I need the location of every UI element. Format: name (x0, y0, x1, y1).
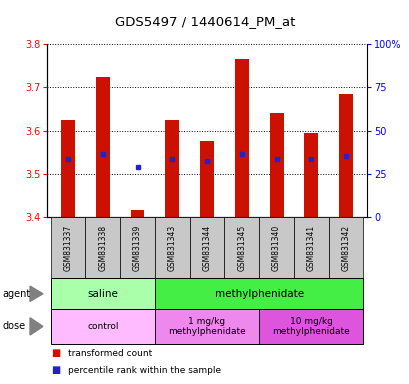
Text: 1 mg/kg
methylphenidate: 1 mg/kg methylphenidate (168, 317, 245, 336)
Bar (224, 217, 258, 278)
Text: GSM831345: GSM831345 (237, 225, 246, 271)
Text: GSM831342: GSM831342 (341, 225, 350, 271)
Text: 10 mg/kg
methylphenidate: 10 mg/kg methylphenidate (272, 317, 349, 336)
Text: GSM831338: GSM831338 (98, 225, 107, 271)
Bar (293, 217, 328, 278)
Bar (234, 59, 248, 217)
Text: GSM831343: GSM831343 (167, 225, 176, 271)
Text: transformed count: transformed count (67, 349, 151, 358)
Text: saline: saline (87, 289, 118, 299)
Bar (165, 120, 179, 217)
Bar (130, 210, 144, 217)
Polygon shape (30, 318, 43, 335)
Text: GSM831337: GSM831337 (63, 225, 72, 271)
Bar (50, 278, 155, 309)
Polygon shape (30, 286, 43, 301)
Bar (155, 217, 189, 278)
Text: GSM831341: GSM831341 (306, 225, 315, 271)
Bar (155, 309, 258, 344)
Bar (328, 217, 363, 278)
Bar (61, 120, 75, 217)
Text: GDS5497 / 1440614_PM_at: GDS5497 / 1440614_PM_at (115, 15, 294, 28)
Bar (303, 133, 317, 217)
Bar (120, 217, 155, 278)
Text: methylphenidate: methylphenidate (214, 289, 303, 299)
Bar (96, 76, 110, 217)
Bar (200, 141, 213, 217)
Bar (269, 113, 283, 217)
Bar (50, 309, 155, 344)
Text: GSM831344: GSM831344 (202, 225, 211, 271)
Text: GSM831340: GSM831340 (272, 225, 281, 271)
Bar (155, 278, 363, 309)
Text: ■: ■ (51, 348, 61, 359)
Bar (258, 309, 363, 344)
Bar (85, 217, 120, 278)
Text: agent: agent (2, 289, 30, 299)
Text: percentile rank within the sample: percentile rank within the sample (67, 366, 220, 375)
Bar (258, 217, 293, 278)
Text: dose: dose (2, 321, 25, 331)
Text: GSM831339: GSM831339 (133, 225, 142, 271)
Bar (189, 217, 224, 278)
Bar (50, 217, 85, 278)
Text: ■: ■ (51, 365, 61, 376)
Bar (338, 94, 352, 217)
Text: control: control (87, 322, 118, 331)
